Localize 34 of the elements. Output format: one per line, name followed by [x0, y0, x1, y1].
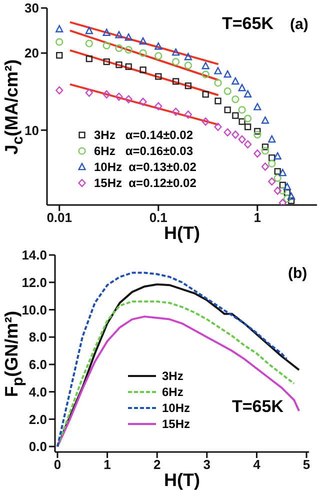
legend-label: 6Hz α=0.16±0.03 [94, 144, 194, 158]
y-tick-label: 2.0 [28, 412, 47, 427]
x-tick-label: 4 [253, 457, 262, 472]
y-tick-label: 14.0 [22, 248, 47, 263]
y-tick-label: 4.0 [28, 384, 47, 400]
x-tick-label: 1 [104, 457, 111, 472]
x-tick-label: 1 [254, 210, 262, 226]
legend-label: 3Hz [162, 369, 184, 383]
x-axis-title: H(T) [164, 223, 200, 244]
x-tick-label: 3 [203, 457, 211, 472]
annotation: T=65K [232, 397, 284, 417]
annotation: (b) [288, 265, 308, 282]
x-tick-label: 0 [54, 457, 62, 472]
y-tick-label: 30 [24, 0, 39, 16]
legend-label: 15Hz α=0.12±0.02 [94, 176, 196, 190]
annotation: (a) [290, 16, 308, 33]
y-tick-label: 10 [24, 122, 39, 138]
x-axis-title: H(T) [164, 470, 200, 490]
legend-label: 10Hz [162, 401, 190, 415]
y-tick-label: 12.0 [22, 274, 47, 290]
x-tick-label: 0.1 [149, 210, 168, 226]
legend-label: 3Hz α=0.14±0.02 [94, 128, 194, 142]
y-tick-label: 6.0 [28, 357, 47, 372]
y-tick-label: 0.0 [28, 439, 47, 454]
legend-label: 6Hz [162, 385, 184, 399]
x-tick-label: 0.01 [46, 210, 72, 226]
y-tick-label: 20 [24, 46, 39, 61]
x-tick-label: 2 [153, 457, 161, 472]
y-tick-label: 8.0 [28, 330, 47, 345]
annotation: T=65K [222, 14, 274, 34]
legend-label: 15Hz [162, 417, 190, 431]
legend-label: 10Hz α=0.13±0.02 [94, 160, 196, 174]
y-tick-label: 10.0 [22, 302, 47, 318]
x-tick-label: 5 [302, 457, 310, 472]
